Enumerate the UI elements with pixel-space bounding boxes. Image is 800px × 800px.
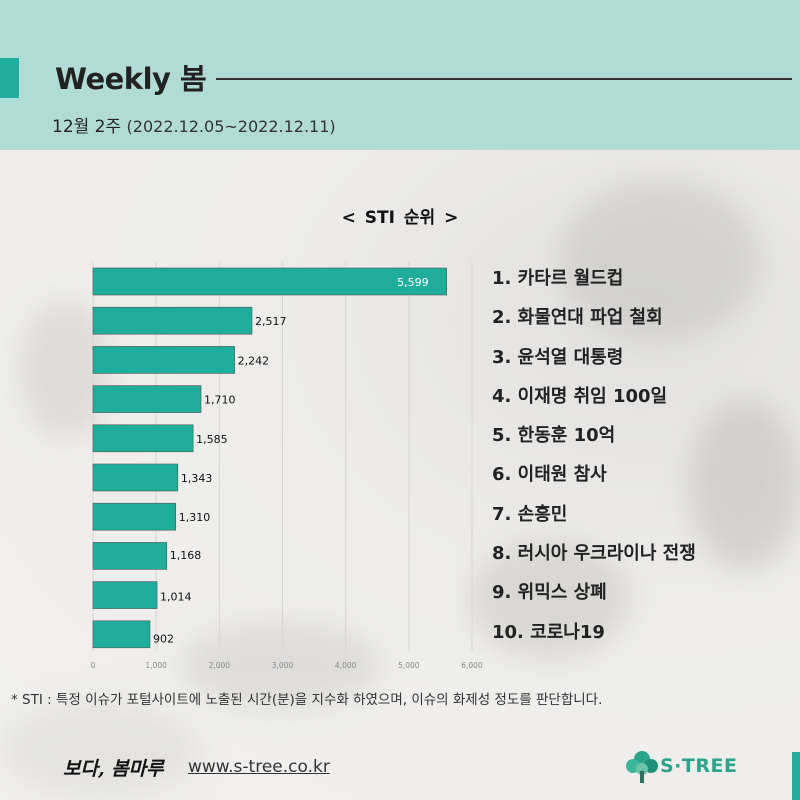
rank-item: 9. 위믹스 상폐	[492, 582, 607, 604]
header-band	[0, 0, 800, 150]
bar	[92, 581, 158, 609]
rank-item: 3. 윤석열 대통령	[492, 346, 624, 368]
bar-value-label: 5,599	[397, 276, 429, 289]
title-divider	[216, 78, 792, 80]
rank-item: 8. 러시아 우크라이나 전쟁	[492, 543, 696, 565]
x-tick-label: 2,000	[209, 661, 231, 670]
corner-accent-bar	[792, 752, 800, 800]
rank-item: 1. 카타르 월드컵	[492, 268, 624, 289]
page-title: Weekly 봄	[55, 62, 207, 96]
bar	[92, 463, 179, 492]
ranking-list: 1. 카타르 월드컵 2. 화물연대 파업 철회 3. 윤석열 대통령 4. 이재명 …	[492, 264, 696, 657]
bar-value-label: 902	[153, 632, 174, 645]
bar-value-label: 1,168	[170, 549, 202, 562]
bar-value-label: 1,585	[196, 433, 228, 446]
bar-value-label: 2,517	[255, 315, 286, 328]
chart-title: < STI 순위 >	[341, 208, 459, 228]
bar	[92, 620, 151, 649]
rank-item: 4. 이재명 취임 100일	[492, 385, 668, 407]
bar	[92, 424, 194, 453]
bar	[92, 385, 202, 413]
period-subtitle: 12월 2주 (2022.12.05~2022.12.11)	[52, 112, 336, 137]
rank-item: 7. 손흥민	[492, 503, 568, 525]
brand-name: S·TREE	[660, 755, 738, 777]
x-tick-label: 1,000	[145, 661, 167, 670]
x-tick-label: 0	[91, 661, 96, 670]
bar-value-label: 2,242	[238, 354, 270, 367]
rank-item: 2. 화물연대 파업 철회	[492, 307, 663, 329]
x-tick-label: 3,000	[272, 661, 294, 670]
x-tick-label: 4,000	[335, 661, 357, 670]
bar	[92, 306, 253, 335]
header-accent-bar	[0, 58, 19, 98]
bar-value-label: 1,310	[179, 511, 211, 524]
bar-value-label: 1,343	[181, 472, 213, 485]
bar-value-label: 1,710	[204, 394, 236, 407]
bar	[92, 267, 447, 296]
bar-value-label: 1,014	[160, 591, 192, 604]
period-range: (2022.12.05~2022.12.11)	[126, 117, 336, 136]
footer-url-link[interactable]: www.s-tree.co.kr	[188, 757, 330, 777]
bar	[92, 346, 235, 374]
rank-item: 5. 한동훈 10억	[492, 425, 616, 447]
bar	[92, 502, 177, 531]
rank-item: 10. 코로나19	[492, 621, 605, 643]
footer-tagline: 보다, 봄마루	[63, 758, 164, 780]
x-tick-label: 5,000	[398, 661, 420, 670]
rank-item: 6. 이태원 참사	[492, 464, 607, 486]
footnote: * STI : 특정 이슈가 포털사이트에 노출된 시간(분)을 지수화 하였으…	[11, 692, 603, 708]
tree-icon	[626, 751, 658, 783]
x-tick-label: 6,000	[461, 661, 483, 670]
bar	[92, 542, 168, 570]
period-week: 12월 2주	[52, 117, 122, 137]
